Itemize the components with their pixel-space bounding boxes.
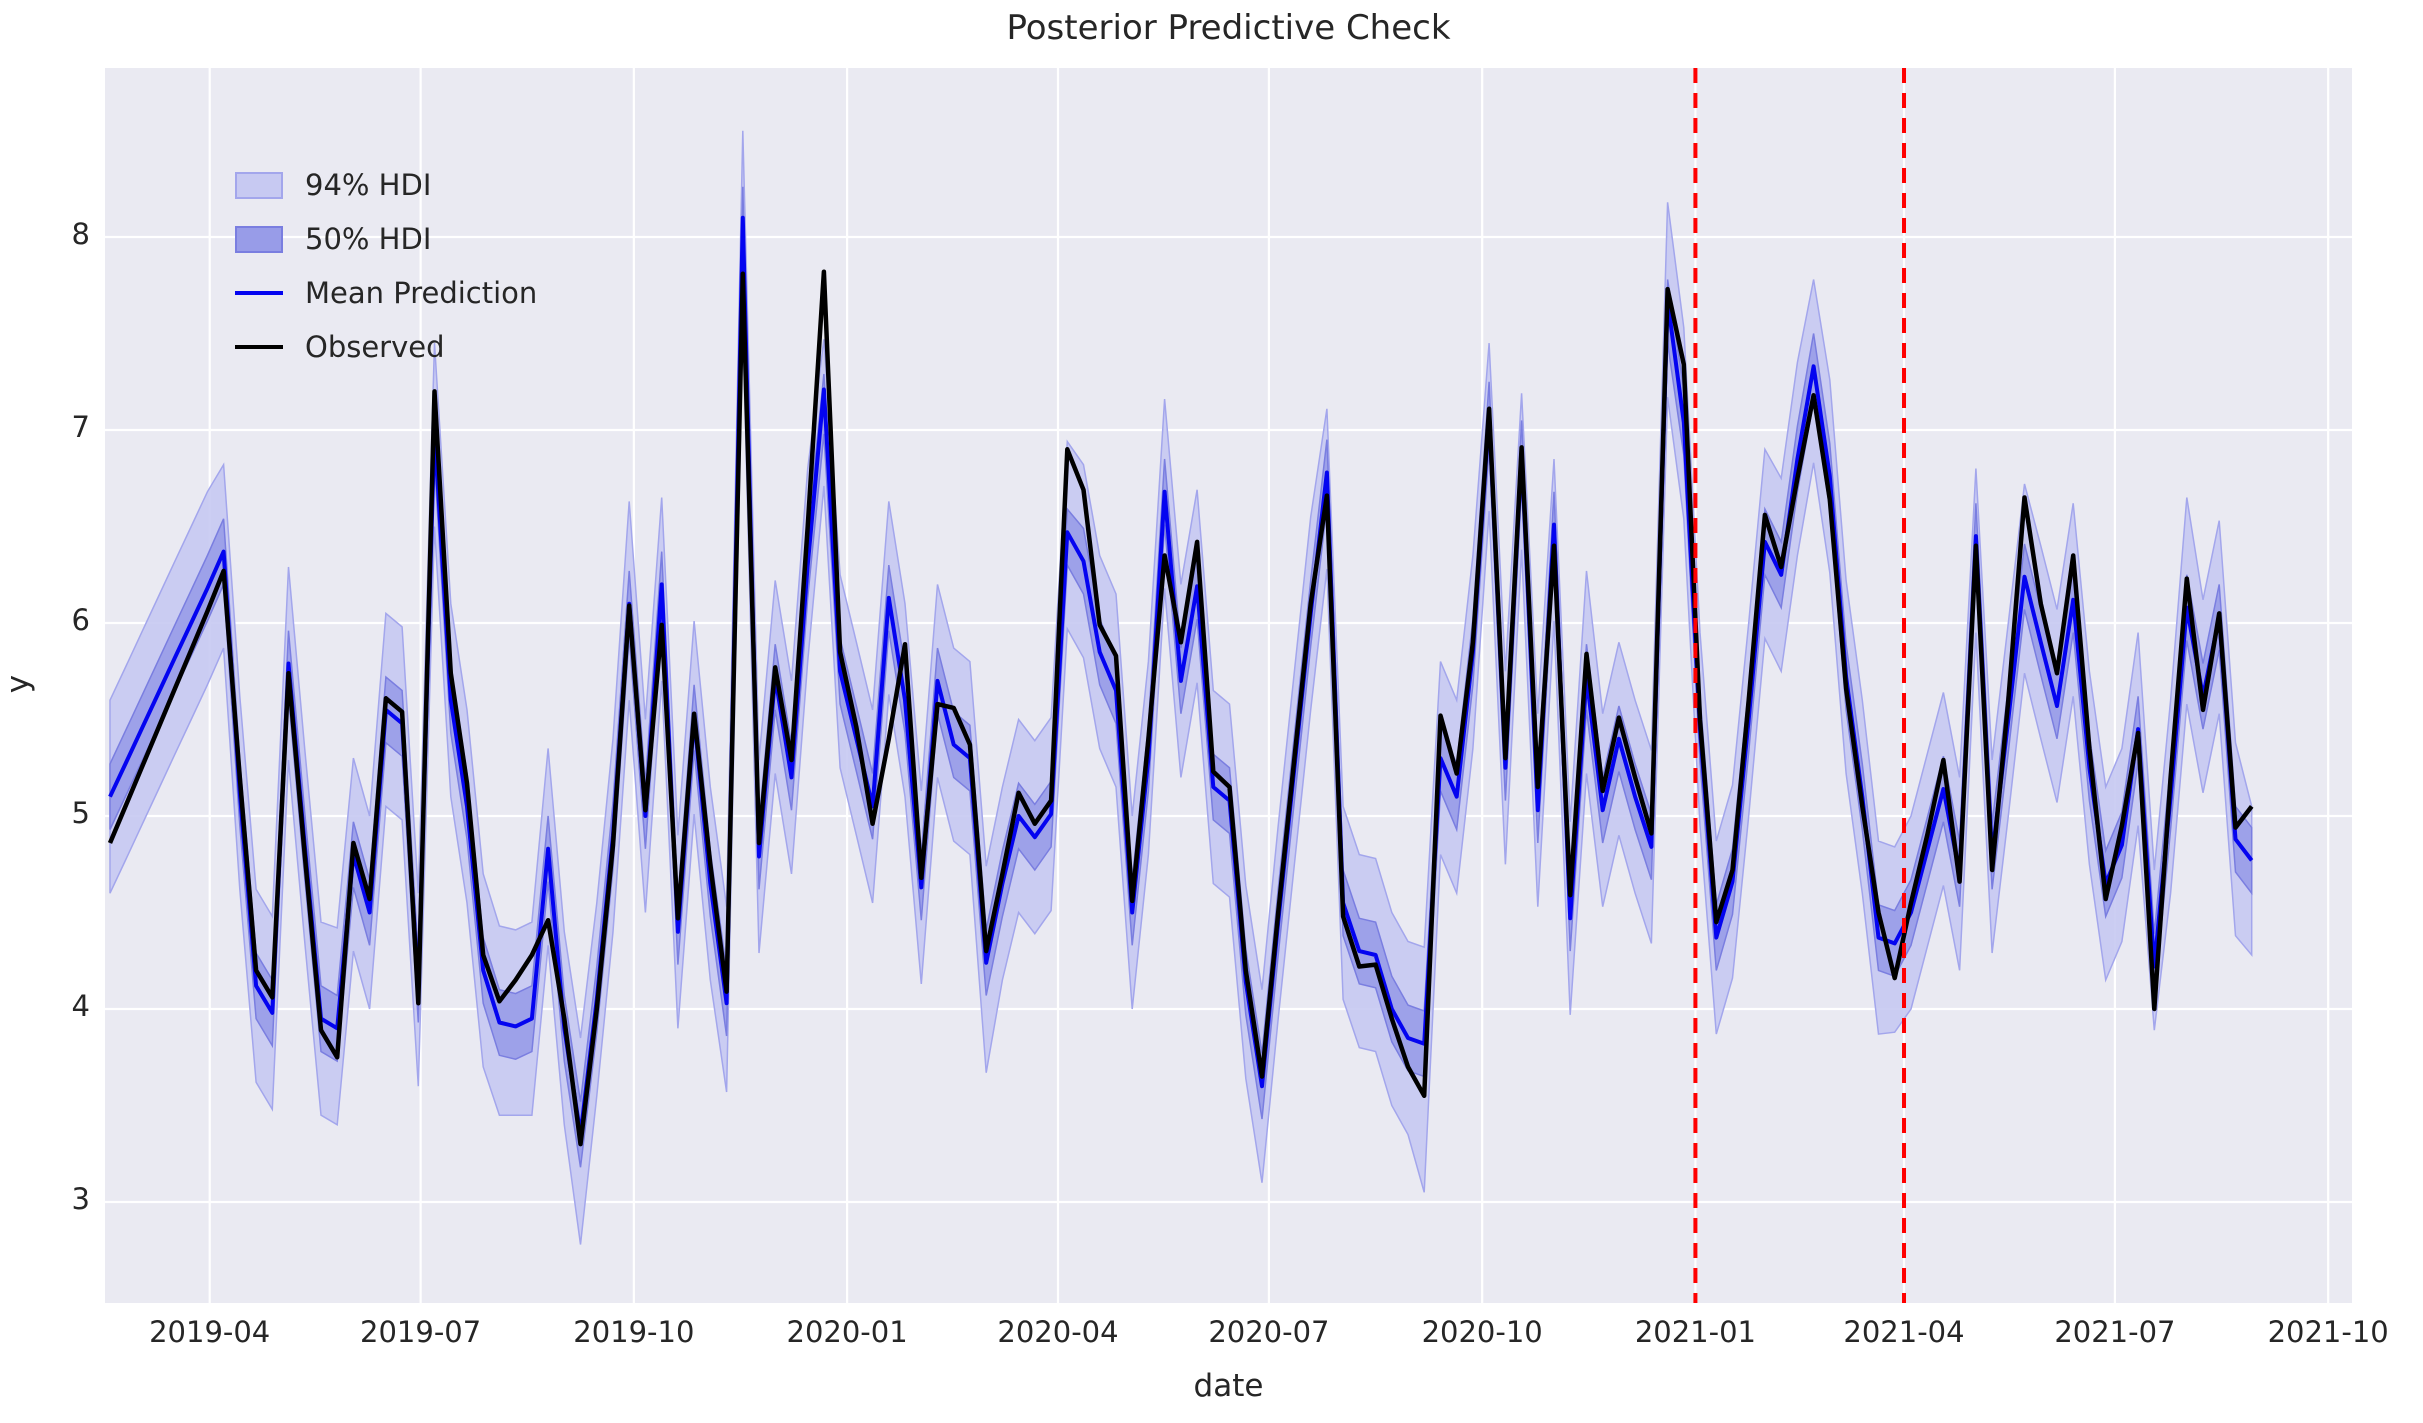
- legend-label-observed: Observed: [305, 330, 445, 364]
- legend: 94% HDI 50% HDI Mean Prediction Observed: [235, 158, 537, 374]
- x-tick-label: 2019-04: [149, 1315, 271, 1349]
- x-tick-label: 2020-04: [997, 1315, 1119, 1349]
- y-tick-label: 8: [71, 217, 90, 251]
- observed-line-icon: [235, 345, 283, 349]
- legend-item-hdi94: 94% HDI: [235, 158, 537, 212]
- x-tick-label: 2020-10: [1421, 1315, 1543, 1349]
- y-tick-label: 7: [71, 410, 90, 444]
- x-tick-label: 2019-07: [360, 1315, 482, 1349]
- plot-title: Posterior Predictive Check: [1006, 8, 1451, 48]
- y-tick-label: 6: [71, 603, 90, 637]
- y-axis-label: y: [0, 674, 36, 694]
- x-tick-label: 2020-01: [786, 1315, 908, 1349]
- observed-line: [107, 269, 2254, 1147]
- x-axis-label: date: [1193, 1368, 1264, 1404]
- legend-label-hdi94: 94% HDI: [305, 168, 432, 202]
- y-tick-label: 4: [71, 989, 90, 1023]
- x-tick-label: 2021-07: [2054, 1315, 2176, 1349]
- x-tick-label: 2019-10: [573, 1315, 695, 1349]
- legend-item-hdi50: 50% HDI: [235, 212, 537, 266]
- x-tick-label: 2021-04: [1843, 1315, 1965, 1349]
- mean-line-icon: [235, 291, 283, 295]
- x-tick-label: 2021-10: [2267, 1315, 2389, 1349]
- x-tick-label: 2021-01: [1634, 1315, 1756, 1349]
- legend-label-hdi50: 50% HDI: [305, 222, 432, 256]
- x-tick-label: 2020-07: [1208, 1315, 1330, 1349]
- y-tick-label: 5: [71, 796, 90, 830]
- legend-item-observed: Observed: [235, 320, 537, 374]
- legend-item-mean: Mean Prediction: [235, 266, 537, 320]
- legend-label-mean: Mean Prediction: [305, 276, 538, 310]
- hdi50-swatch-icon: [235, 225, 283, 253]
- y-tick-label: 3: [71, 1182, 90, 1216]
- chart-canvas: [105, 68, 2352, 1303]
- plot-area: 94% HDI 50% HDI Mean Prediction Observed: [105, 68, 2352, 1303]
- hdi94-swatch-icon: [235, 171, 283, 199]
